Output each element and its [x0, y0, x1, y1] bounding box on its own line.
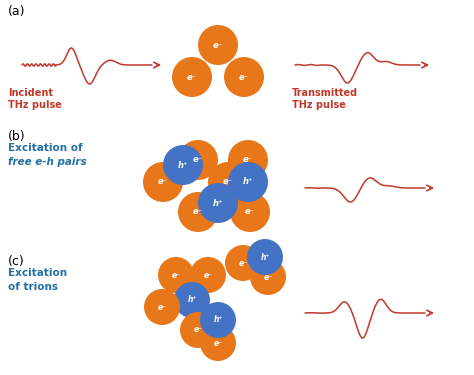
Text: h⁺: h⁺	[213, 315, 223, 324]
Text: e⁻: e⁻	[193, 207, 203, 216]
Text: e⁻: e⁻	[213, 40, 223, 50]
Text: e⁻: e⁻	[239, 72, 249, 81]
Text: e⁻: e⁻	[193, 156, 203, 165]
Circle shape	[158, 257, 194, 293]
Text: e⁻: e⁻	[238, 258, 247, 267]
Text: (b): (b)	[8, 130, 26, 143]
Text: e⁻: e⁻	[264, 273, 273, 282]
Circle shape	[230, 192, 270, 232]
Text: (c): (c)	[8, 255, 25, 268]
Circle shape	[144, 289, 180, 325]
Text: h⁺: h⁺	[260, 252, 270, 261]
Text: e⁻: e⁻	[245, 207, 255, 216]
Text: e⁻: e⁻	[157, 303, 166, 312]
Text: Excitation: Excitation	[8, 268, 67, 278]
Circle shape	[198, 25, 238, 65]
Text: e⁻: e⁻	[243, 156, 253, 165]
Text: h⁺: h⁺	[213, 198, 223, 207]
Circle shape	[250, 259, 286, 295]
Text: of trions: of trions	[8, 282, 58, 292]
Circle shape	[208, 162, 248, 202]
Text: e⁻: e⁻	[187, 72, 197, 81]
Circle shape	[163, 145, 203, 185]
Text: (a): (a)	[8, 5, 26, 18]
Circle shape	[228, 140, 268, 180]
Circle shape	[143, 162, 183, 202]
Text: free e-h pairs: free e-h pairs	[8, 157, 87, 167]
Circle shape	[172, 57, 212, 97]
Circle shape	[178, 140, 218, 180]
Text: Excitation of: Excitation of	[8, 143, 82, 153]
Text: e⁻: e⁻	[213, 339, 223, 348]
Text: e⁻: e⁻	[203, 270, 212, 279]
Circle shape	[198, 183, 238, 223]
Circle shape	[228, 162, 268, 202]
Text: Incident
THz pulse: Incident THz pulse	[8, 88, 62, 110]
Circle shape	[225, 245, 261, 281]
Text: h⁺: h⁺	[187, 296, 197, 304]
Circle shape	[247, 239, 283, 275]
Circle shape	[200, 302, 236, 338]
Text: e⁻: e⁻	[193, 326, 202, 334]
Text: Transmitted
THz pulse: Transmitted THz pulse	[292, 88, 358, 110]
Text: h⁺: h⁺	[178, 160, 188, 170]
Circle shape	[200, 325, 236, 361]
Text: h⁺: h⁺	[243, 177, 253, 186]
Circle shape	[190, 257, 226, 293]
Text: e⁻: e⁻	[172, 270, 181, 279]
Circle shape	[178, 192, 218, 232]
Text: e⁻: e⁻	[158, 177, 168, 186]
Circle shape	[224, 57, 264, 97]
Circle shape	[180, 312, 216, 348]
Circle shape	[174, 282, 210, 318]
Text: e⁻: e⁻	[223, 177, 233, 186]
